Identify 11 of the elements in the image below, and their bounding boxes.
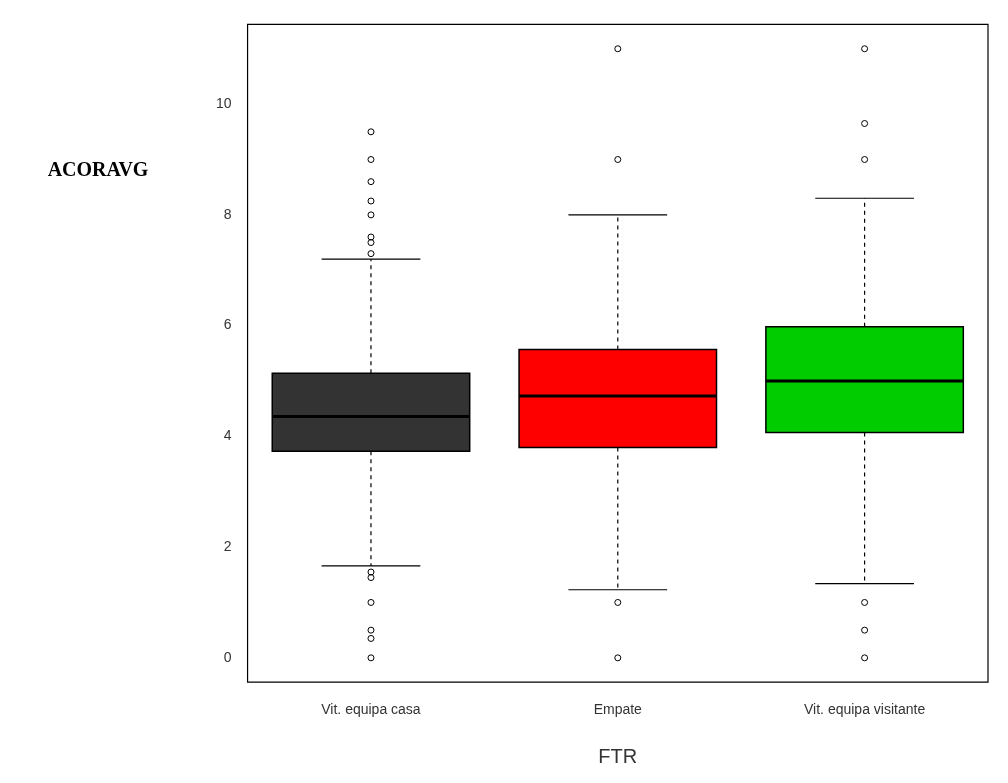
- y-axis-title: ACORAVG: [47, 158, 149, 180]
- x-tick-label: Empate: [593, 701, 643, 718]
- x-tick-label: Vit. equipa visitante: [804, 701, 926, 718]
- y-tick-label: 0: [223, 648, 232, 665]
- y-tick-label: 2: [223, 537, 232, 554]
- y-tick-label: 6: [223, 316, 232, 333]
- x-axis-title: FTR: [598, 744, 638, 767]
- y-tick-label: 8: [223, 205, 232, 222]
- y-tick-label: 10: [215, 94, 232, 111]
- y-tick-label: 4: [223, 427, 232, 444]
- x-tick-label: Vit. equipa casa: [321, 701, 421, 718]
